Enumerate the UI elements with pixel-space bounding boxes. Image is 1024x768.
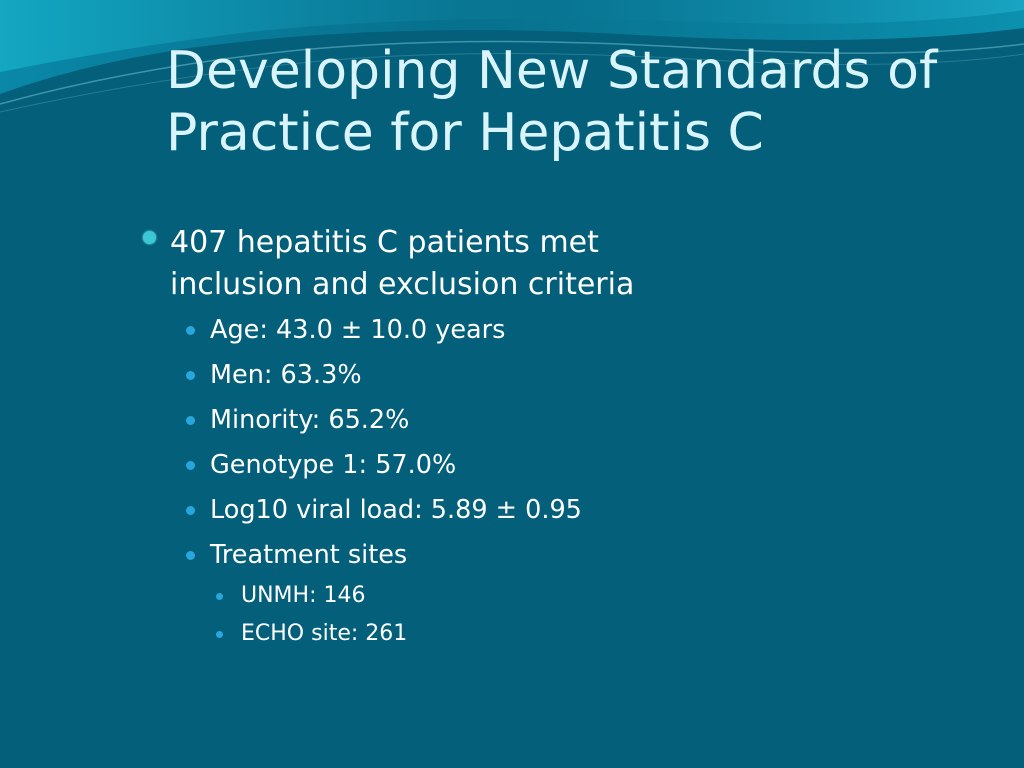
- sub-bullet-icon: [186, 326, 195, 335]
- third-bullet-text: UNMH: 146: [241, 583, 366, 608]
- slide-title-line-2: Practice for Hepatitis C: [166, 103, 764, 163]
- sub-bullet-text: Minority: 65.2%: [210, 405, 410, 435]
- sub-bullet-text: Log10 viral load: 5.89 ± 0.95: [210, 495, 582, 525]
- list-item-echo-site: ECHO site: 261: [216, 618, 616, 656]
- third-bullet-icon: [216, 593, 223, 600]
- sub-bullet-icon: [186, 461, 195, 470]
- sub-bullet-text: Men: 63.3%: [210, 360, 362, 390]
- sub-bullet-text: Age: 43.0 ± 10.0 years: [210, 315, 506, 345]
- slide-title: Developing New Standards of Practice for…: [166, 40, 986, 164]
- sub-bullet-icon: [186, 551, 195, 560]
- slide-title-line-1: Developing New Standards of: [166, 41, 938, 101]
- main-bullet-icon: [143, 231, 156, 244]
- sub-bullet-text: Treatment sites: [210, 540, 408, 570]
- main-bullet-line-1: 407 hepatitis C patients met: [170, 225, 599, 260]
- list-item-genotype: Genotype 1: 57.0%: [186, 447, 686, 492]
- third-bullet-text: ECHO site: 261: [241, 621, 408, 646]
- sub-bullet-icon: [186, 416, 195, 425]
- list-item-men: Men: 63.3%: [186, 357, 686, 402]
- third-bullet-icon: [216, 631, 223, 638]
- sub-bullet-text: Genotype 1: 57.0%: [210, 450, 457, 480]
- list-item-viral-load: Log10 viral load: 5.89 ± 0.95: [186, 492, 686, 537]
- list-item-age: Age: 43.0 ± 10.0 years: [186, 312, 686, 357]
- list-item-unmh: UNMH: 146: [216, 580, 616, 618]
- list-item-minority: Minority: 65.2%: [186, 402, 686, 447]
- patient-characteristics-list: Age: 43.0 ± 10.0 years Men: 63.3% Minori…: [186, 312, 686, 582]
- main-bullet: 407 hepatitis C patients met inclusion a…: [170, 222, 690, 306]
- main-bullet-line-2: inclusion and exclusion criteria: [170, 267, 635, 302]
- sub-bullet-icon: [186, 506, 195, 515]
- sub-bullet-icon: [186, 371, 195, 380]
- treatment-sites-list: UNMH: 146 ECHO site: 261: [216, 580, 616, 656]
- list-item-treatment-sites: Treatment sites: [186, 537, 686, 582]
